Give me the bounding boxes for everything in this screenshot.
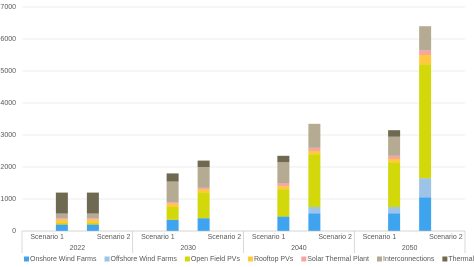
bar-segment xyxy=(308,213,321,231)
bar-segment xyxy=(308,154,321,207)
legend-swatch xyxy=(247,256,253,262)
bar-segment xyxy=(166,207,179,220)
x-tick-label: Scenario 2 xyxy=(429,234,463,241)
y-tick-label: 3000 xyxy=(0,132,16,139)
legend-swatch xyxy=(377,256,382,262)
bar-segment xyxy=(86,219,99,223)
bar-segment xyxy=(419,178,432,198)
bar-segment xyxy=(86,218,99,220)
bar-segment xyxy=(308,207,321,214)
bar-segment xyxy=(419,64,432,179)
bar-segment xyxy=(86,223,99,225)
bar-segment xyxy=(277,162,290,183)
group-label: 2050 xyxy=(402,245,418,252)
bar-segment xyxy=(166,203,179,207)
bar-segment xyxy=(388,155,401,159)
bar-segment xyxy=(55,218,68,220)
bar-segment xyxy=(308,147,321,151)
y-tick-label: 0 xyxy=(12,228,16,235)
bar-segment xyxy=(388,207,401,214)
x-tick-label: Scenario 2 xyxy=(318,234,352,241)
bar-segment xyxy=(55,213,68,219)
group-label: 2030 xyxy=(180,245,196,252)
bar-segment xyxy=(277,183,290,187)
bar-segment xyxy=(197,192,210,219)
x-tick-label: Scenario 2 xyxy=(208,234,242,241)
bar-segment xyxy=(388,130,401,137)
x-tick-label: Scenario 1 xyxy=(363,234,397,241)
bar-segment xyxy=(55,223,68,225)
y-tick-label: 2000 xyxy=(0,164,16,171)
legend-label: Solar Thermal Plant xyxy=(307,256,369,263)
legend-swatch xyxy=(301,256,307,262)
y-tick-label: 6000 xyxy=(0,36,16,43)
bar-segment xyxy=(419,50,432,55)
bar-segment xyxy=(197,167,210,188)
legend-swatch xyxy=(104,256,110,262)
group-label: 2022 xyxy=(70,245,86,252)
legend-swatch xyxy=(184,256,190,262)
bar-segment xyxy=(166,181,179,203)
bar-segment xyxy=(197,218,210,231)
group-label: 2040 xyxy=(291,245,307,252)
bar-segment xyxy=(277,155,290,163)
y-tick-label: 7000 xyxy=(0,4,16,11)
bar-segment xyxy=(166,173,179,182)
bar-segment xyxy=(419,26,432,51)
y-tick-label: 5000 xyxy=(0,68,16,75)
bar-segment xyxy=(277,186,290,190)
y-tick-label: 1000 xyxy=(0,196,16,203)
bar-segment xyxy=(197,160,210,167)
bar-segment xyxy=(277,189,290,217)
bar-segment xyxy=(55,224,68,231)
legend-swatch xyxy=(442,256,448,262)
bar-segment xyxy=(197,187,210,190)
y-tick-label: 4000 xyxy=(0,100,16,107)
bar-segment xyxy=(419,197,432,231)
x-tick-label: Scenario 1 xyxy=(30,234,64,241)
legend-label: Rooftop PVs xyxy=(254,256,294,263)
bar-segment xyxy=(86,213,99,219)
legend-label: Interconnections xyxy=(383,256,435,263)
bar-segment xyxy=(86,224,99,231)
bar-segment xyxy=(277,216,290,231)
bar-segment xyxy=(166,202,179,204)
legend-label: Offshore Wind Farms xyxy=(111,256,178,263)
bar-segment xyxy=(55,219,68,223)
x-tick-label: Scenario 2 xyxy=(97,234,131,241)
bar-segment xyxy=(55,192,68,214)
bar-segment xyxy=(197,189,210,193)
legend-swatch xyxy=(24,256,29,262)
bar-segment xyxy=(419,55,432,65)
legend-label: Thermal Power Stations xyxy=(448,256,474,263)
bar-segment xyxy=(86,192,99,214)
bar-segment xyxy=(388,213,401,231)
legend-label: Open Field PVs xyxy=(191,256,241,263)
bar-segment xyxy=(388,136,401,156)
x-tick-label: Scenario 1 xyxy=(252,234,286,241)
bar-segment xyxy=(308,151,321,155)
legend-label: Onshore Wind Farms xyxy=(30,256,97,263)
x-tick-label: Scenario 1 xyxy=(141,234,175,241)
bar-segment xyxy=(308,123,321,148)
bar-segment xyxy=(388,159,401,163)
bar-segment xyxy=(388,162,401,207)
bar-segment xyxy=(166,219,179,231)
